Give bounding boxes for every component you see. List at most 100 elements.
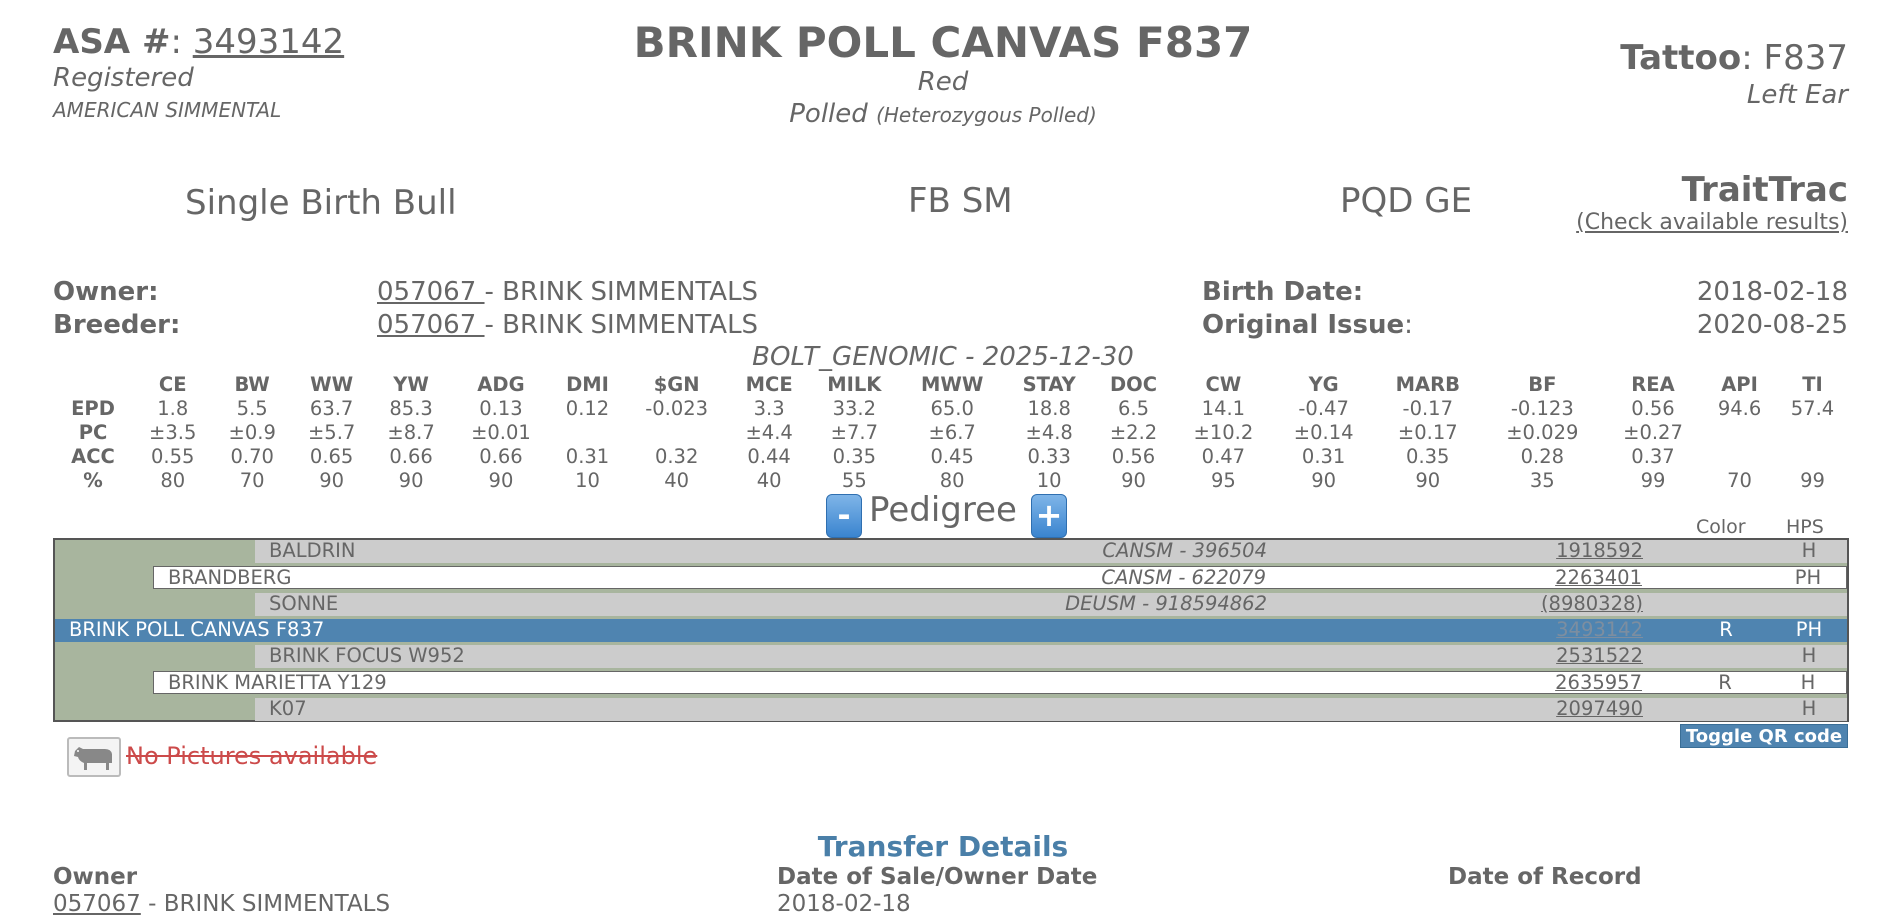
pedigree-animal-name: BRINK MARIETTA Y129 xyxy=(168,671,387,694)
transfer-details-title: Transfer Details xyxy=(817,830,1069,863)
pedigree-collapse-button[interactable]: - xyxy=(826,494,862,538)
pedigree-row: BRINK FOCUS W952 2531522 H xyxy=(255,645,1847,668)
epd-cell: ±2.2 xyxy=(1109,420,1158,444)
epd-corner xyxy=(53,372,133,396)
epd-column-header: WW xyxy=(310,372,354,396)
epd-cell: ±7.7 xyxy=(830,420,878,444)
epd-cell: 0.35 xyxy=(832,444,877,468)
epd-row-label: ACC xyxy=(71,444,115,468)
epd-cell: ±0.029 xyxy=(1506,420,1579,444)
registration-status: Registered xyxy=(53,63,194,93)
pedigree-registration-link[interactable]: 1918592 xyxy=(1556,539,1643,562)
tattoo-value: F837 xyxy=(1763,38,1848,78)
transfer-owner-id-link[interactable]: 057067 xyxy=(53,891,141,917)
epd-cell: 0.28 xyxy=(1520,444,1565,468)
epd-cell xyxy=(1703,420,1776,444)
cow-icon[interactable] xyxy=(67,737,121,777)
epd-cell xyxy=(1703,444,1776,468)
pedigree-title: Pedigree xyxy=(869,490,1017,530)
pedigree-color: R xyxy=(1718,671,1732,694)
pedigree-animal-name: SONNE xyxy=(269,592,339,615)
asa-number-link[interactable]: 3493142 xyxy=(192,22,345,62)
pedigree-registration-link[interactable]: (8980328) xyxy=(1540,592,1643,615)
epd-cell: 90 xyxy=(488,468,514,492)
epd-cell: ±6.7 xyxy=(928,420,976,444)
asa-label: ASA # xyxy=(53,22,171,62)
epd-cell: 14.1 xyxy=(1201,396,1246,420)
epd-cell: 0.37 xyxy=(1631,444,1675,468)
pedigree-row: BRANDBERG CANSM - 622079 2263401 PH xyxy=(153,566,1847,589)
epd-cell: ±10.2 xyxy=(1193,420,1254,444)
pedigree-row-subject: BRINK POLL CANVAS F837 3493142 R PH xyxy=(55,619,1847,642)
epd-cell: 18.8 xyxy=(1027,396,1071,420)
owner-id-link[interactable]: 057067 xyxy=(377,277,485,307)
epd-cell: 95 xyxy=(1210,468,1236,492)
epd-cell: ±3.5 xyxy=(149,420,197,444)
epd-cell: 35 xyxy=(1529,468,1555,492)
toggle-qr-code-button[interactable]: Toggle QR code xyxy=(1680,724,1848,748)
traittrac-check-results-link[interactable]: (Check available results) xyxy=(1576,210,1848,235)
pedigree-foreign-registration: DEUSM - 918594862 xyxy=(1065,592,1267,615)
epd-header-row: CE BW WW YW ADG DMI $GN MCE MILK MWW STAY DOC CW YG MA… xyxy=(53,372,1849,396)
epd-cell: 0.44 xyxy=(747,444,791,468)
pedigree-registration-link[interactable]: 3493142 xyxy=(1556,618,1643,641)
pedigree-foreign-registration: CANSM - 622079 xyxy=(1101,566,1266,589)
owner-value: 057067 - BRINK SIMMENTALS xyxy=(377,277,758,307)
epd-column-header: API xyxy=(1721,372,1758,396)
polled-label: Polled xyxy=(789,99,868,129)
transfer-date-label: Date of Sale/Owner Date xyxy=(777,864,1098,890)
breeder-value: 057067 - BRINK SIMMENTALS xyxy=(377,310,758,340)
pedigree-color: R xyxy=(1719,618,1733,641)
transfer-date-value: 2018-02-18 xyxy=(777,891,911,917)
polled-status: Polled (Heterozygous Polled) xyxy=(0,99,1886,129)
epd-cell: 0.66 xyxy=(479,444,523,468)
pedigree-registration-link[interactable]: 2635957 xyxy=(1555,671,1642,694)
epd-column-header: YW xyxy=(393,372,429,396)
birth-date-label: Birth Date: xyxy=(1202,277,1364,307)
breed-name: AMERICAN SIMMENTAL xyxy=(53,98,282,122)
animal-name: BRINK POLL CANVAS F837 xyxy=(633,18,1253,67)
epd-cell: ±0.27 xyxy=(1623,420,1683,444)
breeder-id-link[interactable]: 057067 xyxy=(377,310,485,340)
animal-color: Red xyxy=(917,67,969,97)
pedigree-hps: PH xyxy=(1795,618,1823,641)
pedigree-animal-name: BRANDBERG xyxy=(168,566,292,589)
epd-cell: 0.32 xyxy=(654,444,699,468)
transfer-owner-name: - BRINK SIMMENTALS xyxy=(140,891,391,917)
epd-cell: 0.47 xyxy=(1201,444,1246,468)
pedigree-registration-link[interactable]: 2531522 xyxy=(1556,644,1643,667)
pedigree-row: BRINK MARIETTA Y129 2635957 R H xyxy=(153,671,1847,694)
epd-cell: 33.2 xyxy=(832,396,877,420)
epd-column-header: MILK xyxy=(827,372,882,396)
epd-column-header: BF xyxy=(1528,372,1557,396)
epd-cell: 65.0 xyxy=(930,396,974,420)
epd-column-header: CW xyxy=(1205,372,1242,396)
epd-cell: ±4.8 xyxy=(1025,420,1073,444)
tattoo-label: Tattoo xyxy=(1620,38,1742,78)
epd-cell: 3.3 xyxy=(753,396,785,420)
epd-cell: 0.12 xyxy=(565,396,610,420)
pedigree-hps: H xyxy=(1801,539,1817,562)
epd-cell: 0.13 xyxy=(479,396,523,420)
epd-cell: 90 xyxy=(1415,468,1441,492)
traittrac-title: TraitTrac xyxy=(1681,170,1848,210)
epd-cell: 90 xyxy=(319,468,345,492)
epd-cell xyxy=(551,420,624,444)
pedigree-registration-link[interactable]: 2263401 xyxy=(1555,566,1642,589)
epd-cell: 10 xyxy=(1036,468,1062,492)
epd-cell: ±0.9 xyxy=(228,420,276,444)
epd-row: % 80 70 90 90 90 10 40 40 55 80 10 90 95 90 90 35 99 70 99 xyxy=(53,468,1849,492)
original-issue-label: Original Issue: xyxy=(1202,310,1413,340)
tattoo-location: Left Ear xyxy=(1746,80,1848,110)
epd-row: PC ±3.5 ±0.9 ±5.7 ±8.7 ±0.01 ±4.4 ±7.7 ±6.7 ±4.8 ±… xyxy=(53,420,1849,444)
breeder-label: Breeder: xyxy=(53,310,181,340)
pedigree-hps: H xyxy=(1800,671,1816,694)
epd-cell: 0.65 xyxy=(309,444,354,468)
epd-cell: 40 xyxy=(664,468,690,492)
polled-detail: (Heterozygous Polled) xyxy=(876,103,1097,127)
epd-cell: ±8.7 xyxy=(387,420,435,444)
epd-row: ACC 0.55 0.70 0.65 0.66 0.66 0.31 0.32 0.44 0.35 0… xyxy=(53,444,1849,468)
epd-cell: 63.7 xyxy=(309,396,354,420)
pedigree-registration-link[interactable]: 2097490 xyxy=(1556,697,1643,720)
pedigree-expand-button[interactable]: + xyxy=(1031,494,1067,538)
